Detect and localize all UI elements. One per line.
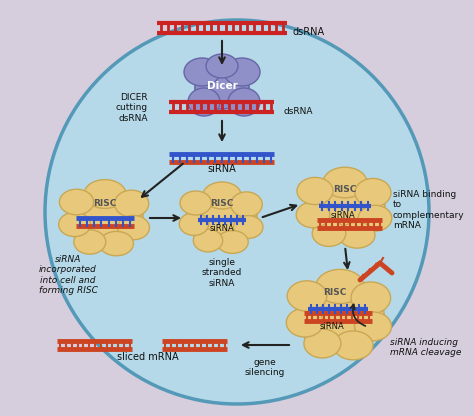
Ellipse shape [304, 329, 341, 358]
Text: RISC: RISC [93, 199, 117, 208]
Ellipse shape [305, 174, 385, 242]
Ellipse shape [286, 308, 323, 337]
Ellipse shape [296, 277, 384, 353]
Text: RISC: RISC [210, 199, 234, 208]
Text: siRNA
incorporated
into cell and
forming RISC: siRNA incorporated into cell and forming… [38, 255, 98, 295]
Ellipse shape [355, 178, 391, 207]
Ellipse shape [231, 192, 262, 217]
Ellipse shape [118, 215, 149, 240]
Text: sliced mRNA: sliced mRNA [117, 352, 179, 362]
Ellipse shape [297, 177, 333, 205]
Text: single
stranded
siRNA: single stranded siRNA [202, 258, 242, 288]
Text: RISC: RISC [323, 288, 346, 297]
Ellipse shape [59, 189, 93, 215]
Text: DICER
cutting
dsRNA: DICER cutting dsRNA [116, 93, 148, 123]
Ellipse shape [234, 215, 263, 238]
Ellipse shape [296, 202, 330, 228]
Ellipse shape [333, 331, 373, 360]
Text: dsRNA: dsRNA [284, 106, 313, 116]
Ellipse shape [351, 282, 391, 314]
Ellipse shape [195, 67, 249, 109]
Ellipse shape [316, 270, 364, 304]
Ellipse shape [217, 230, 248, 253]
Text: siRNA: siRNA [331, 211, 356, 220]
Ellipse shape [287, 281, 327, 311]
Ellipse shape [67, 186, 143, 250]
Ellipse shape [74, 230, 106, 254]
Text: siRNA: siRNA [210, 224, 234, 233]
Text: gene
silencing: gene silencing [245, 358, 285, 377]
Ellipse shape [188, 88, 220, 116]
Ellipse shape [193, 229, 223, 252]
Ellipse shape [84, 180, 126, 208]
Ellipse shape [339, 222, 375, 248]
Ellipse shape [358, 205, 392, 231]
Ellipse shape [355, 312, 392, 341]
Ellipse shape [184, 58, 220, 86]
Ellipse shape [99, 231, 134, 256]
Ellipse shape [180, 191, 211, 215]
Text: Dicer: Dicer [207, 81, 237, 91]
Ellipse shape [187, 188, 257, 248]
Ellipse shape [115, 190, 149, 217]
Text: dsRNA: dsRNA [293, 27, 325, 37]
Text: siRNA: siRNA [319, 322, 345, 331]
Ellipse shape [228, 88, 260, 116]
Ellipse shape [312, 220, 346, 246]
Ellipse shape [224, 58, 260, 86]
Circle shape [45, 20, 429, 404]
Ellipse shape [206, 54, 238, 78]
Text: siRNA binding
to
complementary
mRNA: siRNA binding to complementary mRNA [393, 190, 465, 230]
Text: RISC: RISC [333, 185, 357, 194]
Ellipse shape [59, 212, 91, 237]
Ellipse shape [323, 167, 367, 198]
Ellipse shape [203, 182, 241, 209]
Text: siRNA inducing
mRNA cleavage: siRNA inducing mRNA cleavage [390, 338, 461, 357]
Text: siRNA: siRNA [208, 164, 237, 174]
Ellipse shape [179, 213, 209, 235]
